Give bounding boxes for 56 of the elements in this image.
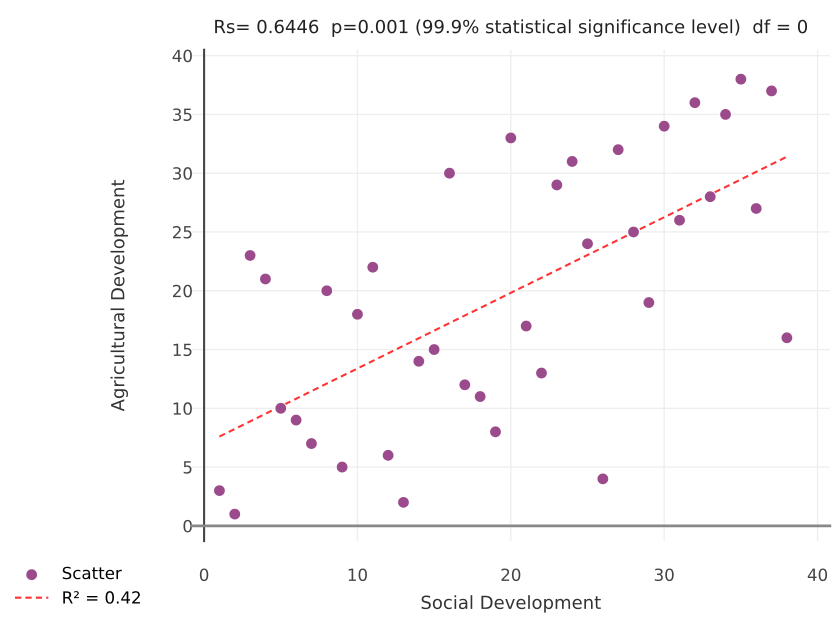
y-tick-label: 25 (172, 226, 192, 239)
x-tick-label: 10 (348, 568, 367, 582)
point (750, 202, 762, 215)
point (489, 426, 502, 438)
point (520, 320, 532, 332)
legend-label: R² = 0.42 (63, 591, 140, 604)
x-tick-label: 0 (200, 568, 208, 582)
point (566, 155, 578, 168)
x-tick-label: 30 (654, 568, 674, 582)
point (366, 261, 380, 274)
point (704, 190, 716, 203)
x-tick-label: 20 (501, 568, 520, 582)
point (765, 84, 778, 98)
point (351, 308, 364, 320)
y-tick-label: 15 (174, 344, 192, 356)
point (213, 484, 226, 497)
point (581, 237, 594, 250)
point (274, 402, 288, 415)
y-tick-label: 30 (173, 167, 192, 180)
point (397, 496, 410, 509)
point (290, 414, 302, 426)
y-tick-label: 5 (184, 461, 192, 474)
point (612, 143, 624, 156)
point (458, 378, 472, 392)
x-axis-title: Social Development (422, 595, 601, 613)
point (382, 449, 394, 462)
point (688, 96, 702, 109)
point (336, 460, 348, 474)
point (734, 72, 748, 86)
y-tick-label: 40 (172, 50, 192, 62)
point (627, 226, 640, 238)
point (504, 132, 518, 144)
y-tick-label: 20 (172, 284, 192, 298)
point (443, 166, 456, 180)
y-tick-label: 35 (173, 108, 192, 121)
point (474, 390, 486, 403)
point (658, 120, 670, 132)
point (535, 366, 548, 380)
point (320, 284, 334, 297)
point (673, 214, 686, 226)
point (259, 272, 272, 286)
point (780, 332, 794, 344)
point (428, 343, 440, 356)
chart-title: Rs= 0.6446 p=0.001 (99.9% statistical significance level) df = 0 (215, 19, 808, 37)
x-tick-label: 40 (808, 568, 828, 582)
point (244, 249, 256, 262)
legend-label: Scatter (62, 566, 122, 580)
y-tick-label: 10 (174, 402, 192, 415)
point (642, 296, 656, 309)
point (412, 355, 426, 368)
point (305, 437, 318, 450)
point (228, 508, 241, 520)
y-axis-title: Agricultural Development (110, 180, 128, 412)
point (719, 108, 732, 121)
point (596, 472, 610, 486)
point (550, 178, 564, 192)
